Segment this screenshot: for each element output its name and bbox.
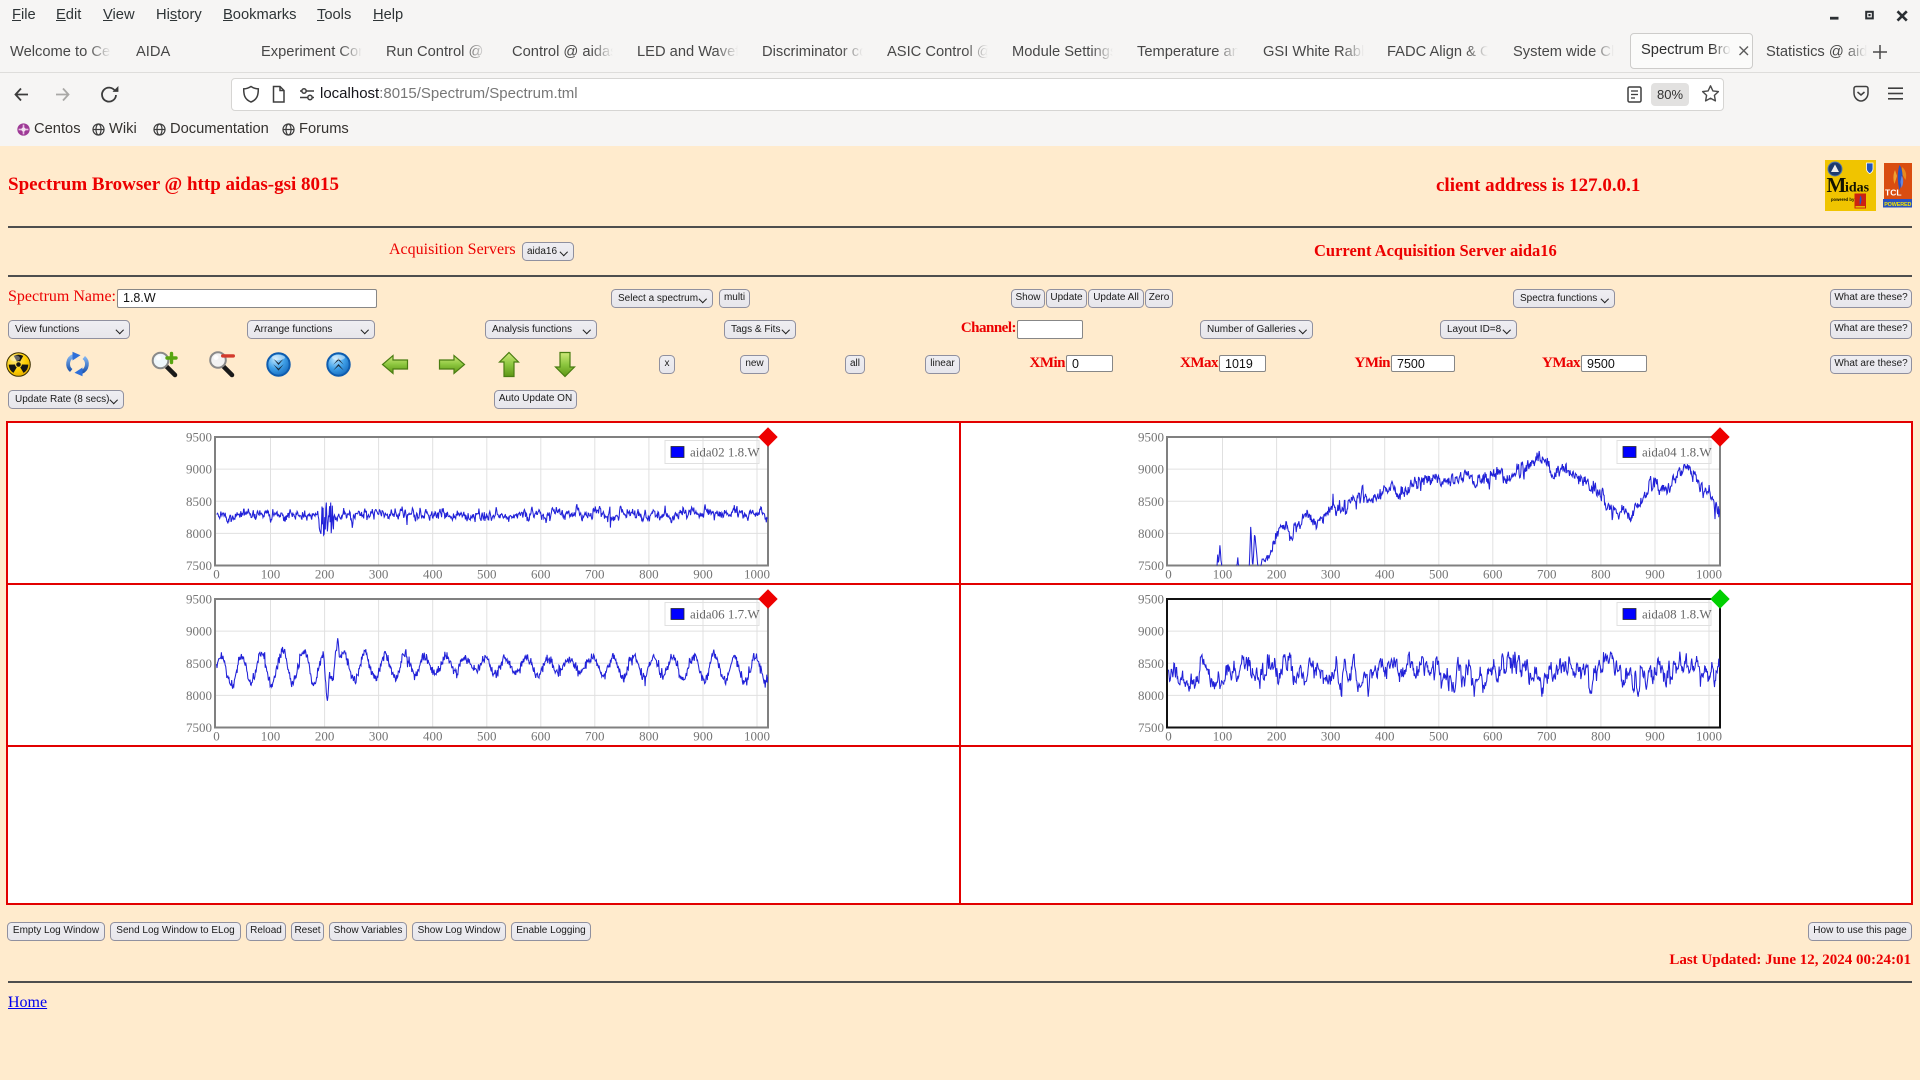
svg-text:300: 300 xyxy=(1321,729,1341,744)
svg-text:300: 300 xyxy=(369,567,389,582)
svg-text:9000: 9000 xyxy=(1138,462,1164,477)
svg-text:TCL: TCL xyxy=(1885,188,1902,198)
svg-text:8000: 8000 xyxy=(1138,688,1164,703)
svg-text:100: 100 xyxy=(261,567,281,582)
svg-text:aida04 1.8.W: aida04 1.8.W xyxy=(1642,445,1712,460)
svg-text:POWERED: POWERED xyxy=(1884,202,1911,208)
svg-text:7500: 7500 xyxy=(1138,558,1164,573)
svg-text:7500: 7500 xyxy=(1138,720,1164,735)
svg-text:1000: 1000 xyxy=(744,729,770,744)
svg-text:700: 700 xyxy=(1537,729,1557,744)
svg-text:8500: 8500 xyxy=(186,494,212,509)
svg-text:900: 900 xyxy=(693,729,713,744)
svg-text:9500: 9500 xyxy=(186,592,212,607)
svg-text:aida08 1.8.W: aida08 1.8.W xyxy=(1642,607,1712,622)
svg-text:8000: 8000 xyxy=(186,526,212,541)
svg-text:aida02 1.8.W: aida02 1.8.W xyxy=(690,445,760,460)
svg-text:100: 100 xyxy=(1213,729,1233,744)
svg-text:200: 200 xyxy=(315,567,335,582)
svg-text:400: 400 xyxy=(423,567,443,582)
svg-text:400: 400 xyxy=(1375,729,1395,744)
svg-text:800: 800 xyxy=(639,729,659,744)
svg-text:400: 400 xyxy=(1375,567,1395,582)
svg-text:800: 800 xyxy=(639,567,659,582)
svg-text:200: 200 xyxy=(1267,567,1287,582)
svg-text:300: 300 xyxy=(369,729,389,744)
svg-text:0: 0 xyxy=(1165,567,1172,582)
svg-text:9500: 9500 xyxy=(186,430,212,445)
svg-text:9000: 9000 xyxy=(186,624,212,639)
svg-text:8500: 8500 xyxy=(1138,656,1164,671)
svg-text:700: 700 xyxy=(585,567,605,582)
svg-text:700: 700 xyxy=(585,729,605,744)
svg-text:200: 200 xyxy=(1267,729,1287,744)
svg-text:200: 200 xyxy=(315,729,335,744)
svg-text:500: 500 xyxy=(1429,729,1449,744)
svg-text:600: 600 xyxy=(531,729,551,744)
svg-text:400: 400 xyxy=(423,729,443,744)
svg-text:900: 900 xyxy=(1645,567,1665,582)
svg-text:100: 100 xyxy=(261,729,281,744)
svg-text:600: 600 xyxy=(1483,729,1503,744)
svg-text:600: 600 xyxy=(531,567,551,582)
svg-text:idas: idas xyxy=(1845,181,1870,196)
svg-text:100: 100 xyxy=(1213,567,1233,582)
svg-text:aida06 1.7.W: aida06 1.7.W xyxy=(690,607,760,622)
svg-text:8000: 8000 xyxy=(186,688,212,703)
svg-text:300: 300 xyxy=(1321,567,1341,582)
svg-text:600: 600 xyxy=(1483,567,1503,582)
svg-text:9000: 9000 xyxy=(1138,624,1164,639)
svg-text:8500: 8500 xyxy=(186,656,212,671)
svg-text:9500: 9500 xyxy=(1138,430,1164,445)
svg-text:900: 900 xyxy=(693,567,713,582)
svg-text:8000: 8000 xyxy=(1138,526,1164,541)
svg-text:0: 0 xyxy=(213,567,220,582)
svg-text:500: 500 xyxy=(477,567,497,582)
svg-text:8500: 8500 xyxy=(1138,494,1164,509)
svg-text:1000: 1000 xyxy=(744,567,770,582)
svg-text:800: 800 xyxy=(1591,729,1611,744)
svg-text:500: 500 xyxy=(477,729,497,744)
svg-text:700: 700 xyxy=(1537,567,1557,582)
svg-text:0: 0 xyxy=(213,729,220,744)
svg-text:7500: 7500 xyxy=(186,720,212,735)
svg-text:900: 900 xyxy=(1645,729,1665,744)
svg-text:M: M xyxy=(1827,173,1847,197)
svg-text:powered by: powered by xyxy=(1831,197,1855,202)
svg-text:0: 0 xyxy=(1165,729,1172,744)
svg-text:7500: 7500 xyxy=(186,558,212,573)
svg-text:9000: 9000 xyxy=(186,462,212,477)
svg-text:9500: 9500 xyxy=(1138,592,1164,607)
svg-text:1000: 1000 xyxy=(1696,567,1722,582)
svg-text:1000: 1000 xyxy=(1696,729,1722,744)
svg-text:800: 800 xyxy=(1591,567,1611,582)
svg-text:500: 500 xyxy=(1429,567,1449,582)
